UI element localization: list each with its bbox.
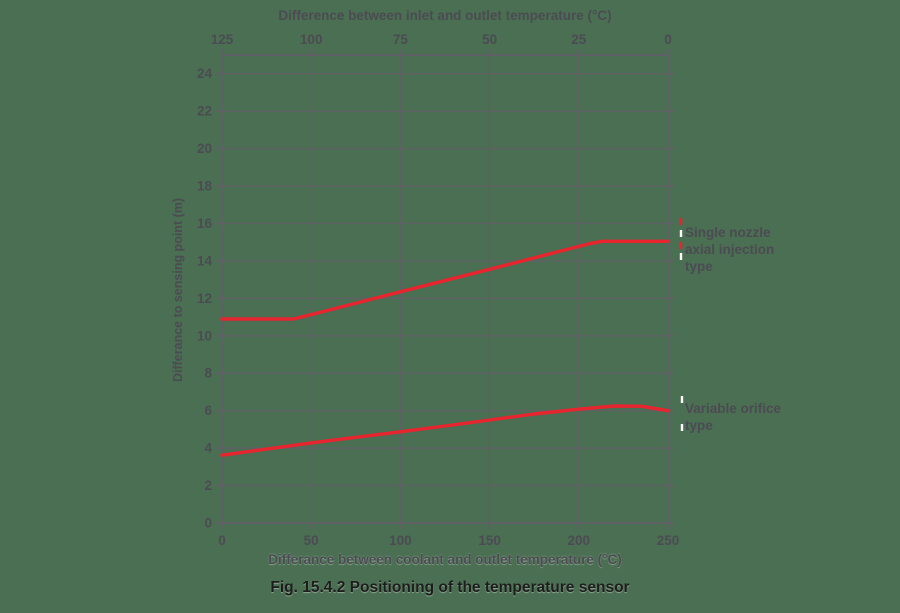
- left-tick-label: 22: [197, 104, 212, 119]
- top-tick-label: 75: [393, 32, 409, 47]
- series-curve-1: [220, 404, 670, 457]
- top-tick-label: 100: [300, 32, 323, 47]
- series-label-single-nozzle: Single nozzle axial injection type: [685, 225, 775, 274]
- left-tick-label: 6: [204, 403, 212, 418]
- left-tick-label: 24: [197, 66, 213, 81]
- figure-caption: Fig. 15.4.2 Positioning of the temperatu…: [270, 579, 630, 596]
- left-tick-label: 4: [204, 441, 212, 456]
- top-axis-title: Difference between inlet and outlet temp…: [278, 8, 612, 23]
- top-tick-label: 125: [211, 32, 234, 47]
- top-tick-label: 0: [664, 32, 672, 47]
- top-tick-label: 50: [482, 32, 497, 47]
- plot-border: [221, 54, 669, 524]
- left-tick-label: 10: [197, 328, 212, 343]
- left-tick-label: 14: [197, 253, 213, 268]
- bottom-tick-label: 200: [568, 533, 591, 548]
- left-tick-label: 20: [197, 141, 212, 156]
- top-tick-label: 25: [571, 32, 587, 47]
- series-label-variable-orifice: Variable orifice type: [685, 401, 782, 433]
- bottom-tick-label: 100: [389, 533, 412, 548]
- left-tick-label: 0: [204, 516, 212, 531]
- bottom-tick-label: 50: [304, 533, 319, 548]
- bottom-axis-title: Differance between coolant and outlet te…: [268, 552, 622, 567]
- left-tick-label: 18: [197, 179, 213, 194]
- bottom-tick-label: 0: [218, 533, 226, 548]
- left-tick-label: 8: [204, 366, 212, 381]
- left-tick-label: 2: [204, 478, 212, 493]
- left-tick-label: 16: [197, 216, 213, 231]
- series-curve-0: [220, 239, 670, 321]
- bottom-tick-label: 250: [657, 533, 680, 548]
- y-axis-title-text: Differance to sensing point (m): [171, 197, 185, 383]
- left-tick-label: 12: [197, 291, 212, 306]
- bottom-tick-label: 150: [478, 533, 501, 548]
